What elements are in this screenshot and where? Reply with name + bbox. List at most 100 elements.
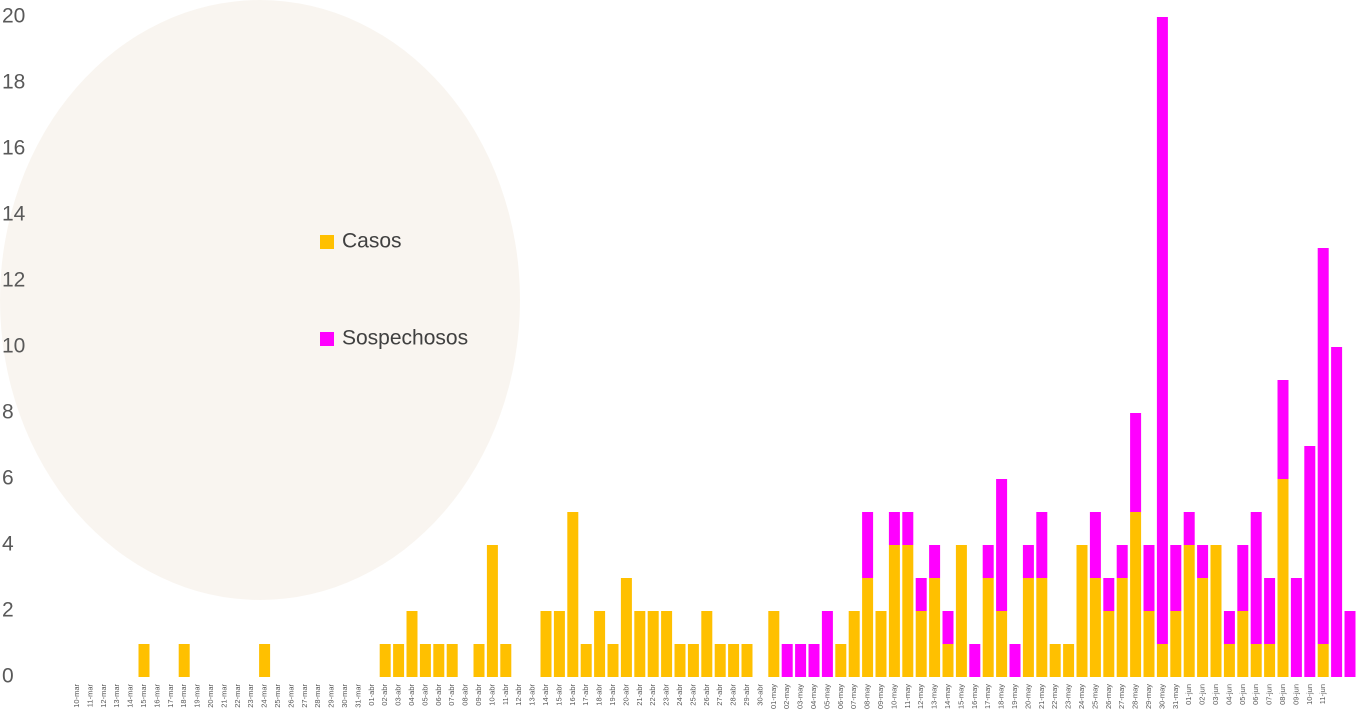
bar-segment [1210,545,1222,677]
bar-segment [620,578,632,677]
x-tick-label: 29-abr [742,684,751,706]
y-tick-label: 20 [2,5,25,28]
x-tick-label: 10-may [889,684,898,709]
bar-segment [929,578,941,677]
bar-segment [728,644,740,677]
bar-segment [942,611,954,644]
x-tick-label: 10-abr [487,684,496,706]
x-tick-label: 14-abr [541,684,550,706]
x-tick-label: 23-mar [246,684,255,708]
x-tick-label: 11-jun [1318,684,1327,704]
bar-segment [781,644,793,677]
bar-segment [1223,644,1235,677]
bar-segment [1089,512,1101,578]
bar-segment [741,644,753,677]
bar-segment [1277,380,1289,479]
x-tick-label: 25-may [1090,684,1099,709]
bar-segment [996,479,1008,611]
x-tick-label: 17-mar [166,684,175,708]
bar-segment [848,611,860,677]
bar-segment [942,644,954,677]
bar-segment [929,545,941,578]
bar-segment [446,644,458,677]
bar-segment [795,644,807,677]
bar-segment [138,644,150,677]
x-tick-label: 02-may [782,684,791,709]
x-tick-label: 25-abr [688,684,697,706]
x-tick-label: 05-may [822,684,831,709]
x-tick-label: 03-jun [1211,684,1220,705]
x-tick-label: 09-jun [1291,684,1300,705]
bar-segment [969,644,981,677]
x-tick-label: 03-abr [394,684,403,706]
bar-segment [862,512,874,578]
x-tick-label: 28-mar [313,684,322,708]
bar-segment [1170,545,1182,611]
bar-segment [996,611,1008,677]
y-tick-label: 8 [2,401,14,424]
x-tick-label: 11-mar [85,684,94,708]
bar-segment [1156,17,1168,644]
x-tick-label: 07-may [849,684,858,709]
x-tick-label: 03-may [796,684,805,709]
bar-segment [1103,578,1115,611]
bar-segment [902,512,914,545]
x-tick-label: 07-jun [1265,684,1274,705]
x-tick-label: 21-abr [635,684,644,706]
bar-segment [1022,578,1034,677]
y-tick-label: 12 [2,269,25,292]
x-tick-label: 26-mar [286,684,295,708]
bar-segment [875,611,887,677]
bar-segment [1063,644,1075,677]
bar-segment [982,545,994,578]
bar-segment [433,644,445,677]
bar-segment [1130,413,1142,512]
x-tick-label: 10-mar [72,684,81,708]
x-tick-label: 16-may [970,684,979,709]
y-tick-label: 10 [2,335,25,358]
x-tick-label: 30-mar [340,684,349,708]
bar-segment [1116,545,1128,578]
x-tick-label: 28-abr [729,684,738,706]
x-tick-label: 04-jun [1224,684,1233,705]
bar-segment [1076,545,1088,677]
x-tick-label: 19-may [1010,684,1019,709]
x-tick-label: 18-mar [179,684,188,708]
x-tick-label: 13-may [930,684,939,709]
bar-segment [1143,545,1155,611]
bar-segment [379,644,391,677]
bar-segment [1036,578,1048,677]
x-tick-label: 24-abr [675,684,684,706]
x-tick-label: 13-mar [112,684,121,708]
x-tick-label: 09-may [876,684,885,709]
x-tick-label: 09-abr [474,684,483,706]
bar-segment [1183,512,1195,545]
bar-segment [821,611,833,677]
x-tick-label: 08-may [863,684,872,709]
bar-segment [1036,512,1048,578]
bar-segment [500,644,512,677]
x-tick-label: 22-may [1050,684,1059,709]
bar-segment [1250,512,1262,644]
x-tick-label: 21-may [1037,684,1046,709]
legend-label: Sospechosos [342,327,468,350]
bar-segment [835,644,847,677]
x-tick-label: 02-abr [380,684,389,706]
bar-segment [1103,611,1115,677]
bar-segment [1022,545,1034,578]
x-tick-label: 28-may [1131,684,1140,709]
x-tick-label: 19-abr [608,684,617,706]
x-tick-label: 16-mar [152,684,161,708]
y-tick-label: 16 [2,137,25,160]
bar-segment [701,611,713,677]
bar-segment [902,545,914,677]
bar-segment [1317,248,1329,644]
bar-segment [580,644,592,677]
x-tick-label: 31-mar [353,684,362,708]
x-tick-label: 17-abr [581,684,590,706]
bar-segment [1344,611,1356,677]
bar-segment [1197,545,1209,578]
bar-segment [419,644,431,677]
bar-segment [1264,644,1276,677]
x-tick-label: 23-abr [662,684,671,706]
